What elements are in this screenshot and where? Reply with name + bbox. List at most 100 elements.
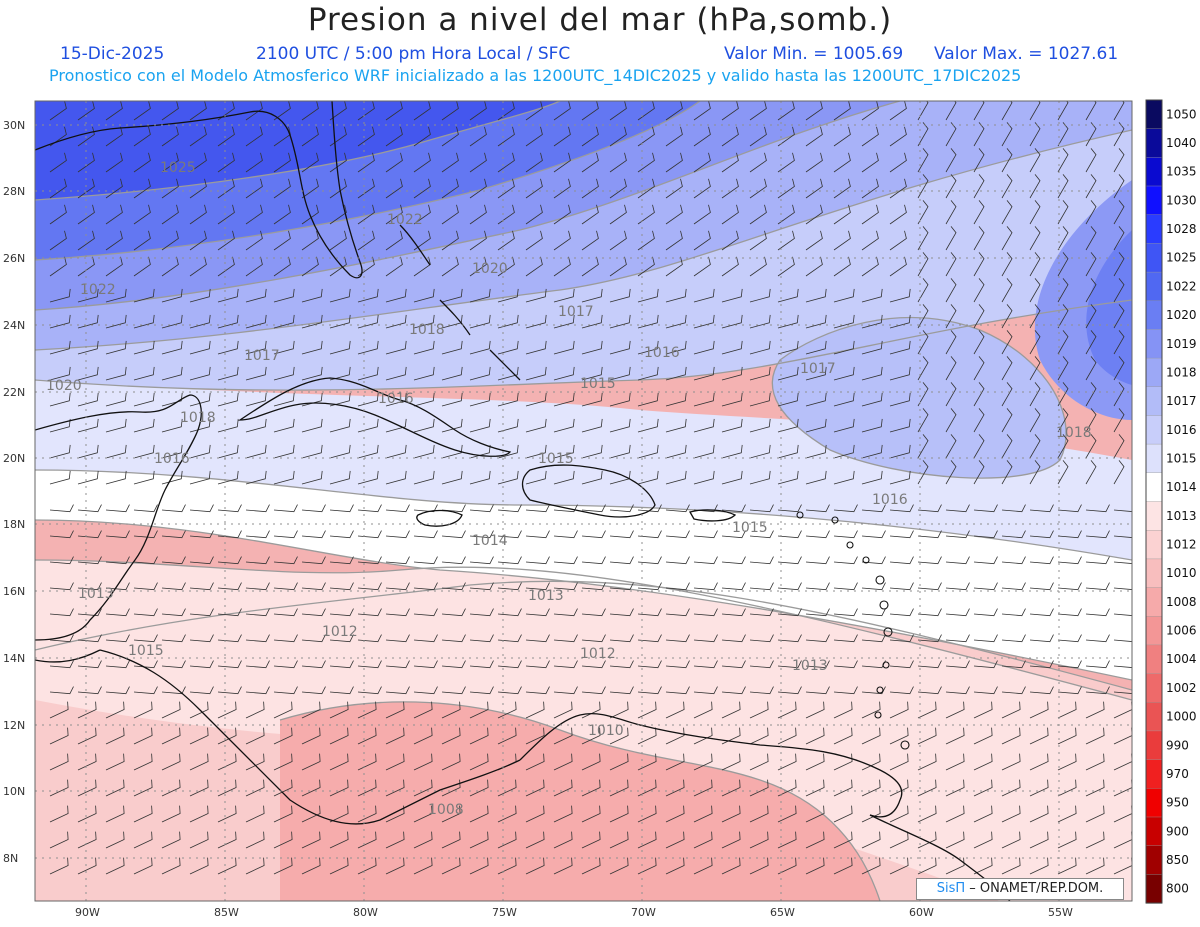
longitude-axis: 90W 85W 80W 75W 70W 65W 60W 55W xyxy=(75,906,1073,919)
wind-barb xyxy=(945,226,957,251)
wind-barb xyxy=(553,256,571,277)
wind-barb xyxy=(189,805,209,823)
wind-barb xyxy=(497,366,519,381)
wind-barb xyxy=(1029,101,1041,121)
wind-barb xyxy=(1113,535,1132,538)
wind-barb xyxy=(777,608,802,617)
wind-barb xyxy=(553,805,573,823)
wind-barb xyxy=(133,556,158,565)
wind-barb xyxy=(217,470,239,485)
wind-barb xyxy=(133,392,155,407)
wind-barb xyxy=(973,608,998,617)
wind-barb xyxy=(861,126,879,147)
wind-barb xyxy=(665,314,687,329)
wind-barb xyxy=(497,686,522,695)
lon-label: 65W xyxy=(770,906,795,919)
wind-barb xyxy=(637,126,655,147)
wind-barb xyxy=(273,753,293,771)
wind-barb xyxy=(525,126,543,147)
wind-barb xyxy=(637,392,659,407)
wind-barb xyxy=(553,634,578,643)
wind-barb xyxy=(637,178,655,199)
lat-label: 10N xyxy=(3,785,25,798)
wind-barb xyxy=(329,608,354,617)
forecast-time: 2100 UTC / 5:00 pm Hora Local / SFC xyxy=(256,44,571,64)
wind-barb xyxy=(441,126,459,147)
wind-barb xyxy=(301,582,326,591)
wind-barb xyxy=(1085,434,1097,459)
wind-barb xyxy=(973,278,985,303)
isobar-label: 1017 xyxy=(800,361,836,377)
wind-barb xyxy=(497,727,517,745)
wind-barb xyxy=(469,634,494,643)
wind-barb xyxy=(301,444,323,459)
wind-barb xyxy=(777,857,797,875)
wind-barb xyxy=(917,200,929,225)
wind-barb xyxy=(413,288,435,303)
wind-barb xyxy=(749,444,771,459)
wind-barb xyxy=(133,857,153,875)
wind-barb xyxy=(609,608,634,617)
wind-barb xyxy=(189,418,211,433)
wind-barb xyxy=(1085,226,1097,251)
wind-barb xyxy=(217,152,235,173)
wind-barb xyxy=(49,805,69,823)
wind-barb xyxy=(161,831,181,849)
wind-barb xyxy=(189,126,207,147)
wind-barb xyxy=(1085,174,1097,199)
wind-barb xyxy=(77,256,95,277)
wind-barb xyxy=(329,701,349,719)
wind-barb xyxy=(245,779,265,797)
wind-barb xyxy=(637,366,659,381)
wind-barb xyxy=(49,701,69,719)
wind-barb xyxy=(497,444,519,459)
wind-barb xyxy=(301,686,326,695)
wind-barb xyxy=(637,660,662,669)
wind-barb xyxy=(637,753,657,771)
colorbar-swatch xyxy=(1145,874,1163,904)
wind-barb xyxy=(161,753,181,771)
wind-barb xyxy=(805,556,830,565)
wind-barb xyxy=(1029,504,1054,513)
wind-barb xyxy=(777,230,795,251)
wind-barb xyxy=(385,152,403,173)
wind-barb xyxy=(161,178,179,199)
wind-barb xyxy=(385,101,403,121)
wind-barb xyxy=(1001,330,1013,355)
wind-barb xyxy=(77,444,99,459)
wind-barb xyxy=(805,470,827,485)
wind-barb xyxy=(777,530,802,539)
pressure-field: 1025 1022 1022 1020 1020 1018 1018 1017 … xyxy=(35,101,1132,901)
wind-barb xyxy=(609,530,634,539)
wind-barb xyxy=(693,470,715,485)
wind-barb xyxy=(749,204,767,225)
isobar-label: 1013 xyxy=(528,588,564,604)
wind-barb xyxy=(777,366,799,381)
wind-barb xyxy=(973,701,993,719)
lat-label: 22N xyxy=(3,386,25,399)
wind-barb xyxy=(861,779,881,797)
wind-barb xyxy=(1029,660,1054,669)
wind-barb xyxy=(1057,504,1082,513)
wind-barb xyxy=(749,753,769,771)
wind-barb xyxy=(357,204,375,225)
wind-barb xyxy=(833,582,858,591)
wind-barb xyxy=(945,727,965,745)
wind-barb xyxy=(273,727,293,745)
wind-barb xyxy=(637,204,655,225)
wind-barb xyxy=(49,660,74,669)
wind-barb xyxy=(1001,530,1026,539)
wind-barb xyxy=(777,101,795,121)
wind-barb xyxy=(413,230,431,251)
wind-barb xyxy=(777,392,799,407)
wind-barb xyxy=(917,278,929,303)
wind-barb xyxy=(441,727,461,745)
map-title: Presion a nivel del mar (hPa,somb.) xyxy=(307,2,893,38)
wind-barb xyxy=(581,314,603,329)
wind-barb xyxy=(133,340,155,355)
wind-barb xyxy=(721,779,741,797)
wind-barb xyxy=(385,204,403,225)
wind-barb xyxy=(1029,582,1054,591)
wind-barb xyxy=(889,504,914,513)
wind-barb xyxy=(973,460,985,485)
